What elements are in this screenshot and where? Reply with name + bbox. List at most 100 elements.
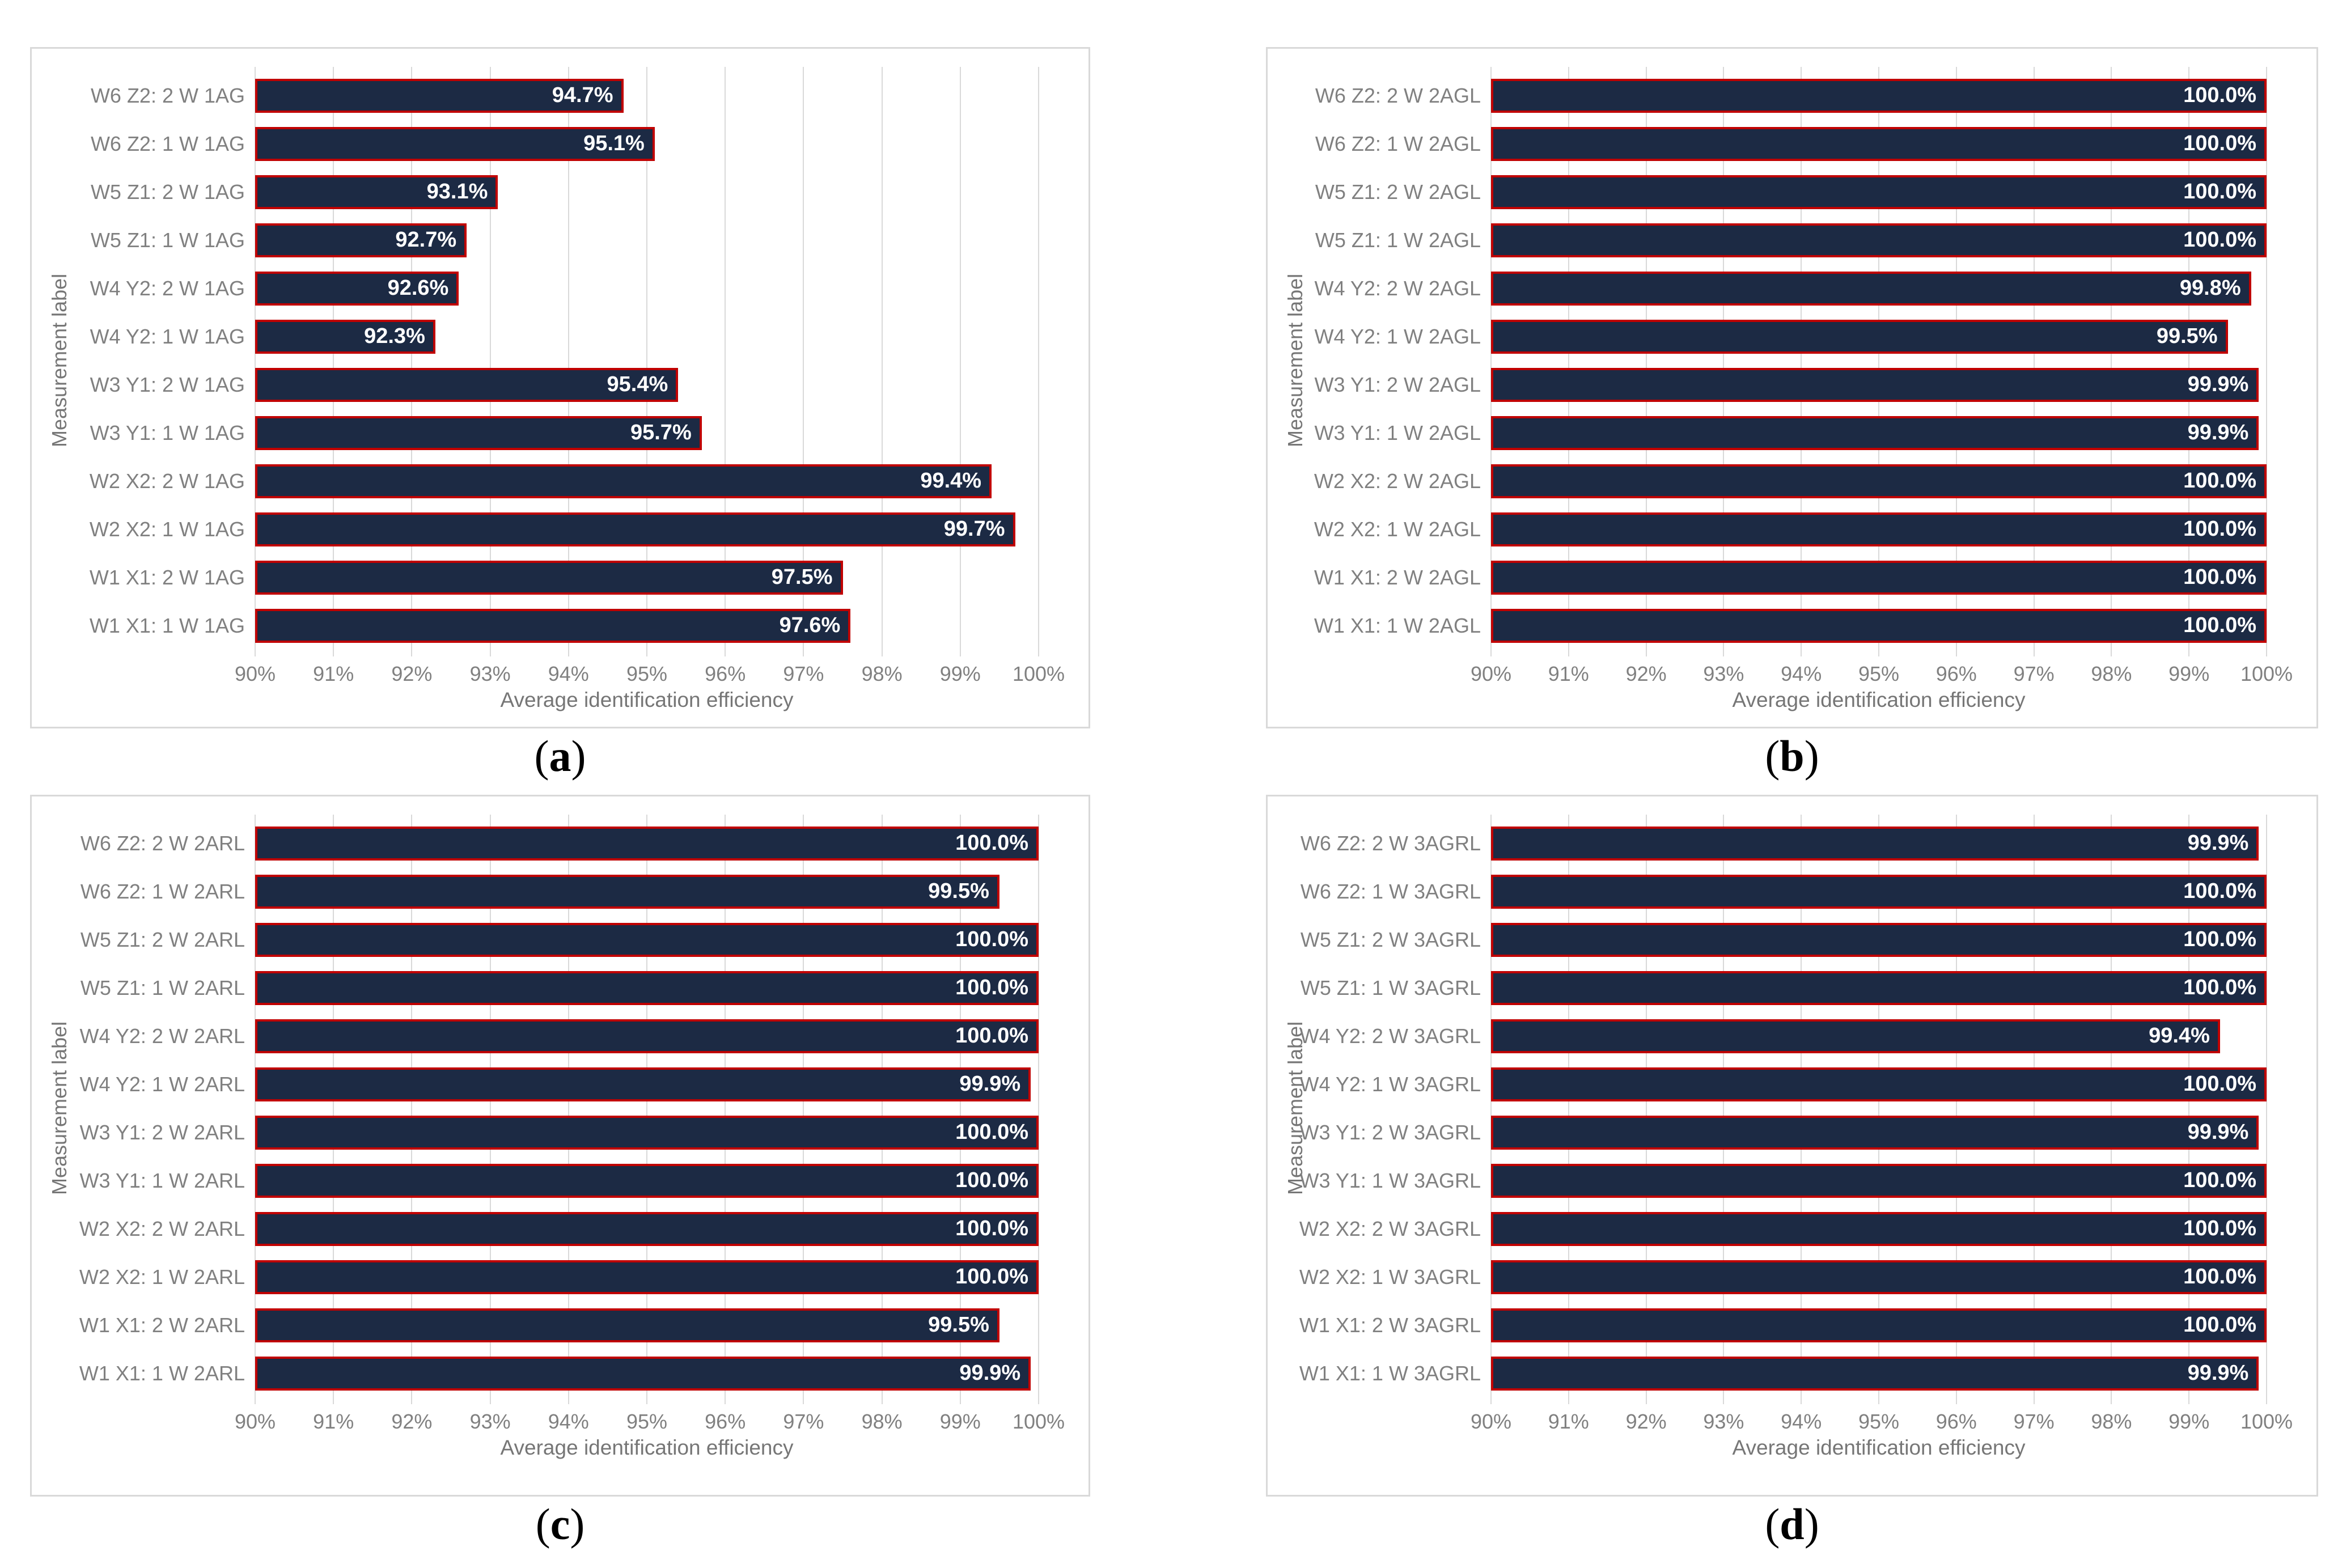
- bar-value-label: 92.3%: [364, 324, 425, 348]
- gridline: [1568, 67, 1569, 650]
- bar-track: 100.0%: [1491, 457, 2267, 505]
- category-label: W6 Z2: 1 W 1AG: [90, 132, 245, 155]
- bar-value-label: 99.9%: [2187, 421, 2249, 444]
- gridline: [1801, 815, 1802, 1397]
- bar-value-label: 100.0%: [955, 1168, 1028, 1192]
- bar-track: 100.0%: [1491, 916, 2267, 964]
- x-tick-label: 90%: [234, 1410, 276, 1433]
- bar-track: 100.0%: [1491, 601, 2267, 650]
- category-label: W1 X1: 2 W 3AGRL: [1299, 1313, 1481, 1337]
- bar-row: W2 X2: 2 W 3AGRL 100.0%: [1268, 1205, 2267, 1253]
- category-label: W4 Y2: 2 W 3AGRL: [1299, 1024, 1481, 1048]
- category-label: W6 Z2: 1 W 3AGRL: [1300, 879, 1481, 903]
- bar-row: W2 X2: 1 W 2AGL 100.0%: [1268, 505, 2267, 553]
- gridline: [646, 815, 647, 1397]
- x-tick-label: 99%: [939, 1410, 981, 1433]
- x-tick-label: 97%: [783, 1410, 824, 1433]
- bar: 97.6%: [255, 608, 851, 643]
- category-label: W6 Z2: 2 W 3AGRL: [1300, 831, 1481, 855]
- bar-track: 93.1%: [255, 168, 1039, 216]
- bar-track: 97.5%: [255, 553, 1039, 601]
- gridline: [2266, 815, 2267, 1397]
- bar-row: W4 Y2: 1 W 3AGRL 100.0%: [1268, 1060, 2267, 1108]
- bar-row: W4 Y2: 1 W 2AGL 99.5%: [1268, 312, 2267, 361]
- chart-panel: Measurement label W6 Z2: 2 W 2ARL 100.0% W…: [30, 795, 1090, 1497]
- category-label: W1 X1: 1 W 3AGRL: [1299, 1361, 1481, 1385]
- category-label: W4 Y2: 1 W 2AGL: [1314, 324, 1481, 348]
- bar: 99.9%: [1491, 1115, 2259, 1150]
- bar-track: 100.0%: [255, 1108, 1039, 1156]
- bar: 100.0%: [255, 1019, 1039, 1053]
- category-label: W6 Z2: 2 W 2ARL: [80, 831, 245, 855]
- bar-track: 94.7%: [255, 71, 1039, 120]
- x-tick-label: 92%: [1625, 1410, 1667, 1433]
- bar-value-label: 99.5%: [928, 879, 989, 903]
- chart-panel: Measurement label W6 Z2: 2 W 3AGRL 99.9% W…: [1266, 795, 2318, 1497]
- gridline: [803, 815, 804, 1397]
- x-tick-label: 91%: [1548, 1410, 1589, 1433]
- bar-track: 99.7%: [255, 505, 1039, 553]
- gridline: [1568, 815, 1569, 1397]
- bar-track: 100.0%: [255, 964, 1039, 1012]
- bar: 100.0%: [1491, 512, 2267, 546]
- bar: 100.0%: [1491, 78, 2267, 113]
- x-tick-label: 96%: [1935, 662, 1977, 685]
- bar: 93.1%: [255, 175, 498, 209]
- tick-mark: [567, 650, 569, 656]
- gridline: [2033, 815, 2035, 1397]
- subfigure-caption: (d): [1266, 1497, 2318, 1568]
- x-tick-label: 91%: [313, 1410, 354, 1433]
- category-label: W6 Z2: 1 W 2AGL: [1315, 132, 1481, 155]
- bar: 99.8%: [1491, 271, 2251, 306]
- bar-row: W3 Y1: 1 W 3AGRL 100.0%: [1268, 1156, 2267, 1205]
- bar-row: W5 Z1: 2 W 3AGRL 100.0%: [1268, 916, 2267, 964]
- x-tick-label: 99%: [939, 662, 981, 685]
- bar: 95.7%: [255, 416, 702, 450]
- bar-row: W3 Y1: 1 W 2AGL 99.9%: [1268, 409, 2267, 457]
- category-label: W2 X2: 1 W 2AGL: [1314, 517, 1481, 541]
- bar: 100.0%: [255, 1163, 1039, 1198]
- bar-value-label: 95.7%: [630, 421, 692, 444]
- tick-mark: [489, 1397, 491, 1404]
- category-label: W5 Z1: 1 W 1AG: [90, 228, 245, 252]
- x-tick-label: 100%: [2240, 662, 2293, 685]
- category-label: W3 Y1: 1 W 1AG: [90, 421, 245, 444]
- bar-value-label: 100.0%: [2183, 1313, 2256, 1337]
- x-tick-label: 96%: [705, 662, 746, 685]
- bar-row: W6 Z2: 1 W 3AGRL 100.0%: [1268, 867, 2267, 916]
- bar-value-label: 100.0%: [955, 1120, 1028, 1144]
- tick-mark: [2266, 650, 2267, 656]
- tick-mark: [881, 1397, 883, 1404]
- tick-mark: [1801, 1397, 1802, 1404]
- bar-value-label: 97.6%: [779, 613, 841, 637]
- bar: 99.9%: [1491, 367, 2259, 402]
- category-label: W5 Z1: 2 W 2AGL: [1315, 180, 1481, 204]
- x-tick-label: 95%: [626, 662, 668, 685]
- gridline: [1645, 67, 1647, 650]
- bar-row: W4 Y2: 1 W 1AG 92.3%: [32, 312, 1039, 361]
- gridline: [2188, 67, 2190, 650]
- bar-track: 99.4%: [255, 457, 1039, 505]
- x-axis: 90% 91% 92% 93% 94% 95% 96% 97% 98% 99% 100%: [235, 650, 1065, 685]
- caption-letter: b: [1780, 731, 1805, 781]
- bar-track: 99.8%: [1491, 264, 2267, 312]
- tick-mark: [333, 650, 334, 656]
- bar-row: W5 Z1: 1 W 2AGL 100.0%: [1268, 216, 2267, 264]
- caption-paren-close: ): [570, 1499, 585, 1549]
- category-label: W4 Y2: 2 W 1AG: [90, 276, 245, 300]
- gridline: [1038, 815, 1039, 1397]
- tick-mark: [1490, 1397, 1492, 1404]
- bar-row: W3 Y1: 2 W 3AGRL 99.9%: [1268, 1108, 2267, 1156]
- bar-track: 100.0%: [255, 819, 1039, 867]
- bar-track: 100.0%: [1491, 867, 2267, 916]
- bar-value-label: 100.0%: [955, 976, 1028, 999]
- x-tick-label: 100%: [1012, 662, 1065, 685]
- bar-row: W3 Y1: 1 W 2ARL 100.0%: [32, 1156, 1039, 1205]
- caption-letter: a: [549, 731, 571, 781]
- bar-row: W6 Z2: 2 W 1AG 94.7%: [32, 71, 1039, 120]
- gridline: [411, 815, 413, 1397]
- category-label: W3 Y1: 1 W 2ARL: [79, 1168, 245, 1192]
- gridline: [725, 815, 726, 1397]
- bar-track: 95.4%: [255, 361, 1039, 409]
- bar-row: W6 Z2: 1 W 2AGL 100.0%: [1268, 120, 2267, 168]
